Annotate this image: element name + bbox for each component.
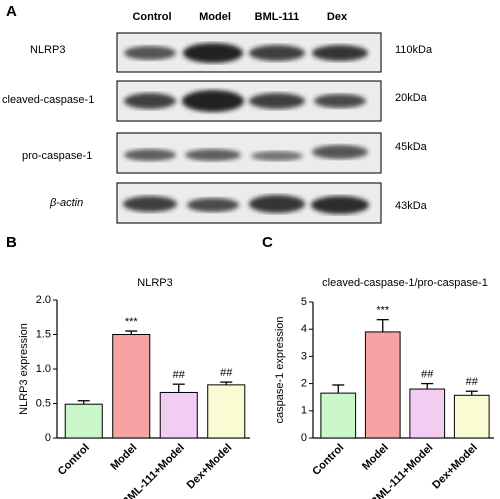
- size-label: 20kDa: [395, 92, 428, 104]
- y-tick-label: 2: [301, 378, 307, 390]
- significance: ##: [466, 376, 479, 388]
- y-tick-label: 1.0: [36, 363, 51, 375]
- row-label: cleaved-caspase-1: [2, 94, 94, 106]
- significance: ##: [421, 369, 434, 381]
- row-label: pro-caspase-1: [22, 150, 92, 162]
- panel-label: A: [6, 3, 17, 20]
- row-label: β-actin: [49, 197, 83, 209]
- y-axis-label: NLRP3 expression: [18, 323, 30, 415]
- x-tick-label: Model: [108, 442, 139, 473]
- significance: ##: [173, 369, 186, 381]
- y-axis-label: caspase-1 expression: [274, 316, 286, 423]
- bar: [409, 388, 446, 439]
- bar: [64, 403, 103, 439]
- bar: [159, 391, 198, 439]
- column-label: Control: [132, 11, 171, 23]
- y-tick-label: 0: [301, 432, 307, 444]
- significance: ***: [376, 305, 390, 317]
- chart-title: cleaved-caspase-1/pro-caspase-1: [322, 277, 488, 289]
- blot: [116, 182, 382, 224]
- significance: ***: [125, 316, 139, 328]
- y-tick-label: 3: [301, 350, 307, 362]
- x-tick-label: Dex+Model: [185, 442, 235, 492]
- y-tick-label: 0: [45, 432, 51, 444]
- bar: [364, 331, 401, 439]
- blot: [116, 32, 382, 73]
- significance: ##: [220, 367, 233, 379]
- panel-label: B: [6, 234, 17, 251]
- y-tick-label: 5: [301, 296, 307, 308]
- x-tick-label: Control: [56, 442, 92, 478]
- column-label: Dex: [327, 11, 348, 23]
- column-label: BML-111: [255, 11, 300, 23]
- y-tick-label: 0.5: [36, 397, 51, 409]
- bar: [112, 334, 151, 439]
- size-label: 110kDa: [395, 44, 433, 56]
- y-tick-label: 1: [301, 405, 307, 417]
- blot: [116, 132, 382, 174]
- size-label: 45kDa: [395, 141, 428, 153]
- chart-title: NLRP3: [137, 277, 172, 289]
- bar: [207, 384, 246, 439]
- row-label: NLRP3: [30, 44, 65, 56]
- column-label: Model: [199, 11, 231, 23]
- y-tick-label: 1.5: [36, 328, 51, 340]
- x-tick-label: Dex+Model: [430, 442, 480, 492]
- panel-label: C: [262, 234, 273, 251]
- x-tick-label: Control: [310, 442, 346, 478]
- blot: [116, 80, 382, 122]
- size-label: 43kDa: [395, 200, 428, 212]
- bar: [320, 392, 357, 439]
- y-tick-label: 2.0: [36, 294, 51, 306]
- x-tick-label: Model: [360, 442, 391, 473]
- y-tick-label: 4: [301, 323, 307, 335]
- bar: [453, 394, 490, 439]
